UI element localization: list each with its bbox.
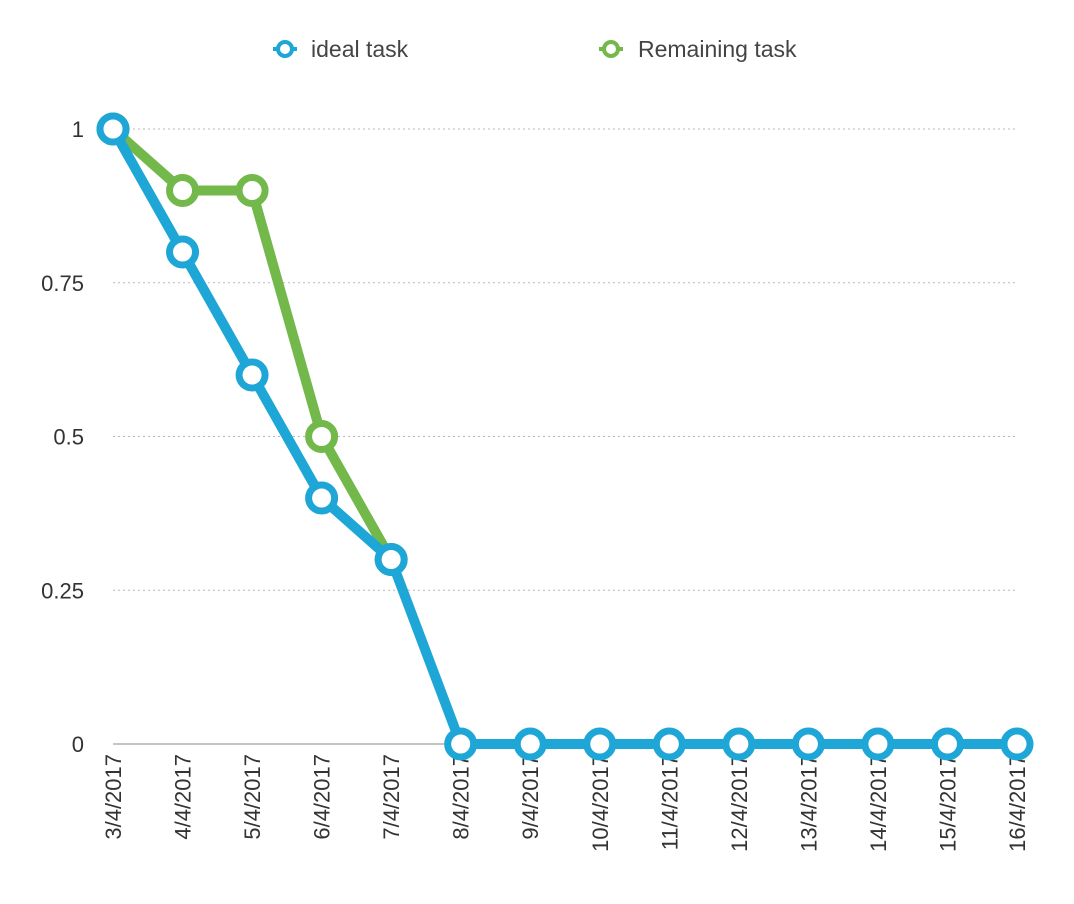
x-tick-label: 6/4/2017	[310, 754, 335, 840]
x-tick-label: 4/4/2017	[171, 754, 196, 840]
x-axis: 3/4/2017 4/4/2017 5/4/2017 6/4/2017 7/4/2017…	[101, 754, 1030, 852]
x-tick-label: 7/4/2017	[379, 754, 404, 840]
data-point	[652, 727, 686, 761]
y-tick-label: 0.5	[53, 425, 84, 450]
y-tick-label: 1	[72, 117, 84, 142]
x-tick-label: 10/4/2017	[588, 754, 613, 852]
data-point	[1000, 727, 1034, 761]
series-lines	[96, 112, 1034, 761]
data-point	[235, 174, 269, 207]
data-point	[444, 727, 478, 761]
data-point	[305, 481, 339, 515]
data-point	[513, 727, 547, 761]
y-tick-label: 0.75	[41, 271, 84, 296]
x-tick-label: 13/4/2017	[796, 754, 821, 852]
x-tick-label: 14/4/2017	[866, 754, 891, 852]
data-point	[305, 420, 339, 453]
x-tick-label: 12/4/2017	[727, 754, 752, 852]
x-tick-label: 9/4/2017	[518, 754, 543, 840]
data-point	[374, 543, 408, 576]
x-tick-label: 5/4/2017	[240, 754, 265, 840]
grid-lines	[113, 128, 1017, 745]
legend-marker	[602, 40, 620, 58]
legend-label: Remaining task	[638, 36, 797, 62]
data-point	[96, 112, 130, 146]
data-point	[235, 358, 269, 392]
data-point	[722, 727, 756, 761]
x-tick-label: 16/4/2017	[1005, 754, 1030, 852]
data-point	[166, 174, 200, 207]
legend-item: ideal task	[273, 36, 409, 62]
legend-marker	[276, 40, 294, 58]
legend-item: Remaining task	[599, 36, 797, 62]
x-tick-label: 8/4/2017	[449, 754, 474, 840]
data-point	[861, 727, 895, 761]
x-tick-label: 11/4/2017	[657, 754, 682, 850]
x-tick-label: 3/4/2017	[101, 754, 126, 840]
y-axis: 0 0.25 0.5 0.75 1	[41, 117, 84, 757]
series-1	[96, 112, 1034, 761]
y-tick-label: 0.25	[41, 578, 84, 603]
y-tick-label: 0	[72, 732, 84, 757]
legend: ideal task Remaining task	[273, 36, 797, 62]
data-point	[791, 727, 825, 761]
legend-label: ideal task	[311, 36, 409, 62]
data-point	[166, 235, 200, 269]
data-point	[930, 727, 964, 761]
data-point	[583, 727, 617, 761]
x-tick-label: 15/4/2017	[935, 754, 960, 852]
